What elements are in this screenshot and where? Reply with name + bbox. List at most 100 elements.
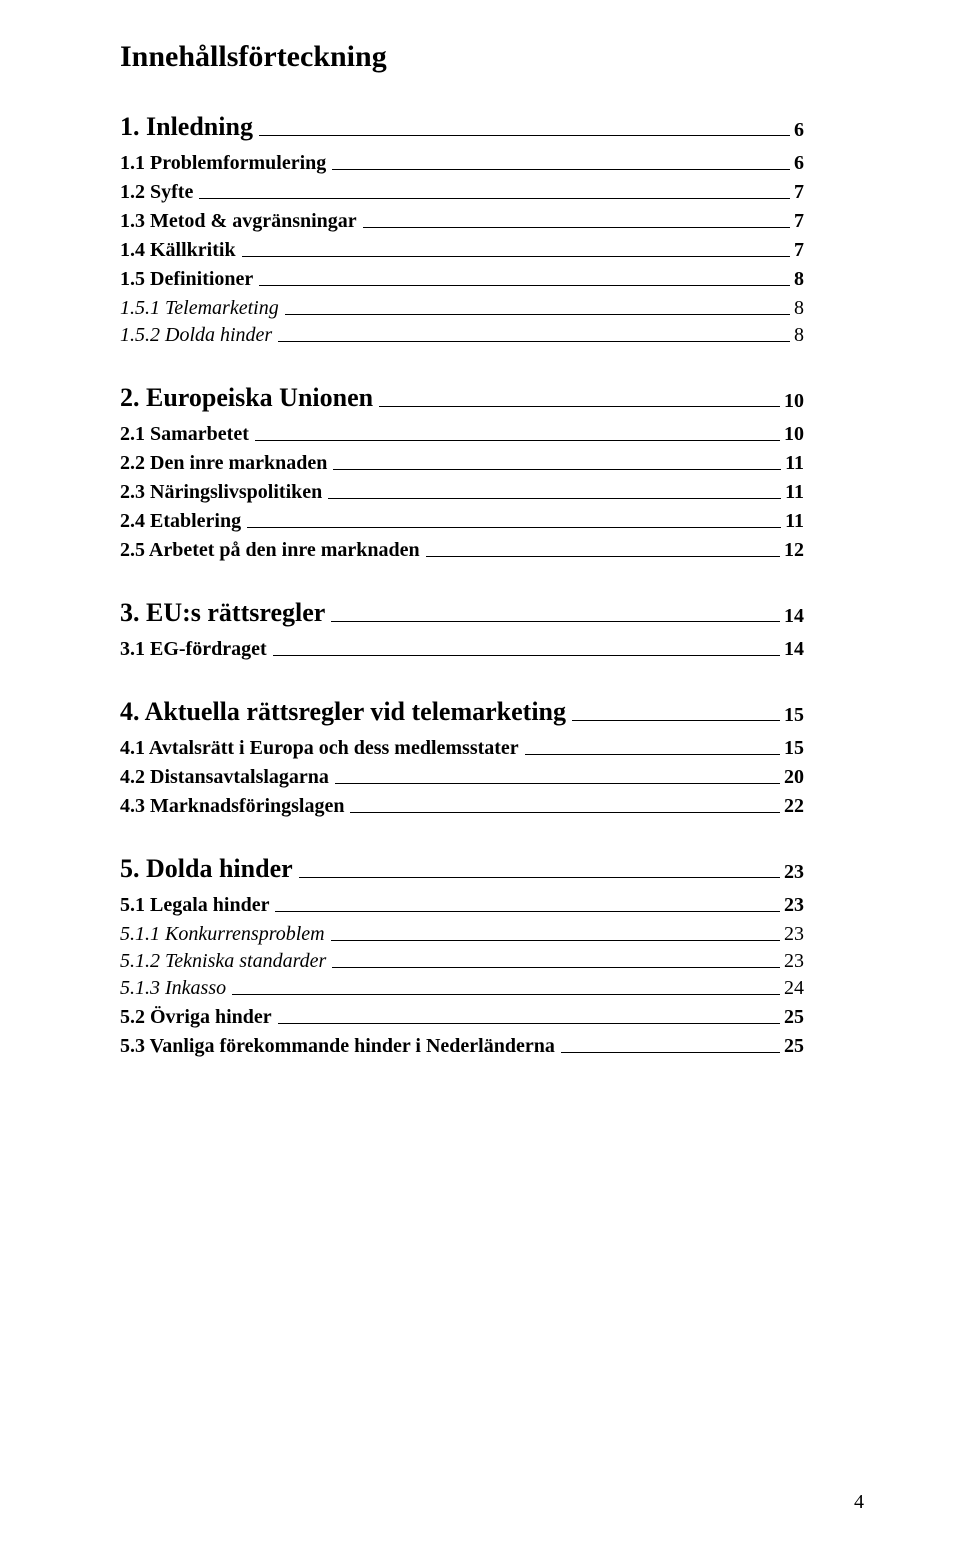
toc-entry: 3. EU:s rättsregler 14 — [120, 598, 864, 628]
toc-entry-page: 10 — [784, 423, 804, 446]
toc-entry: 2.2 Den inre marknaden11 — [120, 452, 864, 475]
toc-entry-label: 1.5 Definitioner — [120, 268, 253, 291]
toc-entry-page: 12 — [784, 539, 804, 562]
toc-entry: 2.4 Etablering 11 — [120, 510, 864, 533]
toc-entry: 3.1 EG-fördraget 14 — [120, 638, 864, 661]
toc-entry: 5.1.3 Inkasso 24 — [120, 977, 864, 1000]
toc-entry-label: 5.1 Legala hinder — [120, 894, 269, 917]
toc-entry-page: 7 — [794, 239, 804, 262]
toc-entry-label: 4.3 Marknadsföringslagen — [120, 795, 344, 818]
toc-entry-label: 4.2 Distansavtalslagarna — [120, 766, 329, 789]
toc-entry: 1. Inledning 6 — [120, 112, 864, 142]
toc-leader-line — [232, 994, 780, 995]
toc-entry: 4. Aktuella rättsregler vid telemarketin… — [120, 697, 864, 727]
toc-leader-line — [255, 440, 780, 441]
toc-entry: 1.5.2 Dolda hinder 8 — [120, 324, 864, 347]
toc-entry-label: 5.2 Övriga hinder — [120, 1006, 272, 1029]
toc-entry: 4.3 Marknadsföringslagen22 — [120, 795, 864, 818]
toc-leader-line — [328, 498, 781, 499]
toc-leader-line — [275, 911, 780, 912]
toc-entry-page: 24 — [784, 977, 804, 1000]
toc-entry: 2.3 Näringslivspolitiken11 — [120, 481, 864, 504]
toc-entry-page: 10 — [784, 390, 804, 413]
toc-entry: 2.1 Samarbetet10 — [120, 423, 864, 446]
toc-entry-label: 5.1.1 Konkurrensproblem — [120, 923, 325, 946]
toc-leader-line — [332, 169, 790, 170]
toc-entry-label: 1.5.1 Telemarketing — [120, 297, 279, 320]
toc-leader-line — [333, 469, 781, 470]
toc-entry-label: 3.1 EG-fördraget — [120, 638, 267, 661]
toc-entry-page: 6 — [794, 119, 804, 142]
toc-leader-line — [247, 527, 781, 528]
toc-entry-page: 11 — [785, 510, 804, 533]
toc-leader-line — [350, 812, 780, 813]
toc-entry-page: 15 — [784, 704, 804, 727]
page: Innehållsförteckning 1. Inledning61.1 Pr… — [0, 0, 960, 1550]
toc-entry: 2. Europeiska Unionen 10 — [120, 383, 864, 413]
toc-entry: 1.5.1 Telemarketing 8 — [120, 297, 864, 320]
toc-leader-line — [278, 341, 790, 342]
toc-entry-label: 2. Europeiska Unionen — [120, 383, 373, 413]
toc-entry: 5.3 Vanliga förekommande hinder i Nederl… — [120, 1035, 864, 1058]
toc-leader-line — [525, 754, 780, 755]
toc-entry: 5.1 Legala hinder 23 — [120, 894, 864, 917]
toc-entry: 4.2 Distansavtalslagarna 20 — [120, 766, 864, 789]
toc-entry: 1.3 Metod & avgränsningar7 — [120, 210, 864, 233]
toc-leader-line — [242, 256, 790, 257]
toc-entry-label: 2.4 Etablering — [120, 510, 241, 533]
toc-entry-label: 4.1 Avtalsrätt i Europa och dess medlems… — [120, 737, 519, 760]
toc-leader-line — [259, 135, 790, 136]
toc-leader-line — [273, 655, 780, 656]
toc-entry-label: 1.2 Syfte — [120, 181, 193, 204]
toc-entry-page: 23 — [784, 861, 804, 884]
toc-entry-page: 8 — [794, 297, 804, 320]
toc-entry-label: 5.3 Vanliga förekommande hinder i Nederl… — [120, 1035, 555, 1058]
toc-entry-label: 2.5 Arbetet på den inre marknaden — [120, 539, 420, 562]
toc-entry-page: 25 — [784, 1006, 804, 1029]
toc-entry-page: 14 — [784, 605, 804, 628]
toc-entry: 5.2 Övriga hinder 25 — [120, 1006, 864, 1029]
toc-entry-label: 2.3 Näringslivspolitiken — [120, 481, 322, 504]
toc-entry-page: 8 — [794, 268, 804, 291]
toc-entry-label: 1.4 Källkritik — [120, 239, 236, 262]
table-of-contents: 1. Inledning61.1 Problemformulering61.2 … — [120, 112, 864, 1058]
toc-entry: 2.5 Arbetet på den inre marknaden 12 — [120, 539, 864, 562]
toc-entry-page: 23 — [784, 894, 804, 917]
toc-entry-label: 1. Inledning — [120, 112, 253, 142]
toc-leader-line — [331, 621, 780, 622]
toc-entry-label: 1.3 Metod & avgränsningar — [120, 210, 357, 233]
toc-entry-page: 23 — [784, 950, 804, 973]
toc-entry: 5. Dolda hinder 23 — [120, 854, 864, 884]
toc-entry-label: 5.1.3 Inkasso — [120, 977, 226, 1000]
toc-entry-label: 5. Dolda hinder — [120, 854, 293, 884]
toc-entry: 1.4 Källkritik 7 — [120, 239, 864, 262]
toc-leader-line — [199, 198, 790, 199]
toc-entry-page: 8 — [794, 324, 804, 347]
toc-entry: 1.1 Problemformulering6 — [120, 152, 864, 175]
toc-entry-page: 20 — [784, 766, 804, 789]
toc-entry-label: 3. EU:s rättsregler — [120, 598, 325, 628]
toc-leader-line — [561, 1052, 780, 1053]
toc-entry: 4.1 Avtalsrätt i Europa och dess medlems… — [120, 737, 864, 760]
toc-entry: 1.5 Definitioner 8 — [120, 268, 864, 291]
toc-leader-line — [363, 227, 790, 228]
toc-entry-page: 14 — [784, 638, 804, 661]
toc-entry-page: 25 — [784, 1035, 804, 1058]
toc-leader-line — [285, 314, 790, 315]
toc-entry-label: 5.1.2 Tekniska standarder — [120, 950, 326, 973]
toc-leader-line — [426, 556, 780, 557]
toc-leader-line — [331, 940, 780, 941]
toc-entry: 1.2 Syfte 7 — [120, 181, 864, 204]
toc-leader-line — [379, 406, 780, 407]
toc-entry-label: 4. Aktuella rättsregler vid telemarketin… — [120, 697, 566, 727]
toc-entry-page: 7 — [794, 181, 804, 204]
toc-entry: 5.1.2 Tekniska standarder 23 — [120, 950, 864, 973]
toc-leader-line — [299, 877, 780, 878]
page-title: Innehållsförteckning — [120, 40, 864, 74]
toc-entry-page: 6 — [794, 152, 804, 175]
toc-entry-page: 23 — [784, 923, 804, 946]
toc-entry-label: 1.5.2 Dolda hinder — [120, 324, 272, 347]
toc-leader-line — [335, 783, 780, 784]
toc-leader-line — [278, 1023, 780, 1024]
toc-leader-line — [332, 967, 780, 968]
